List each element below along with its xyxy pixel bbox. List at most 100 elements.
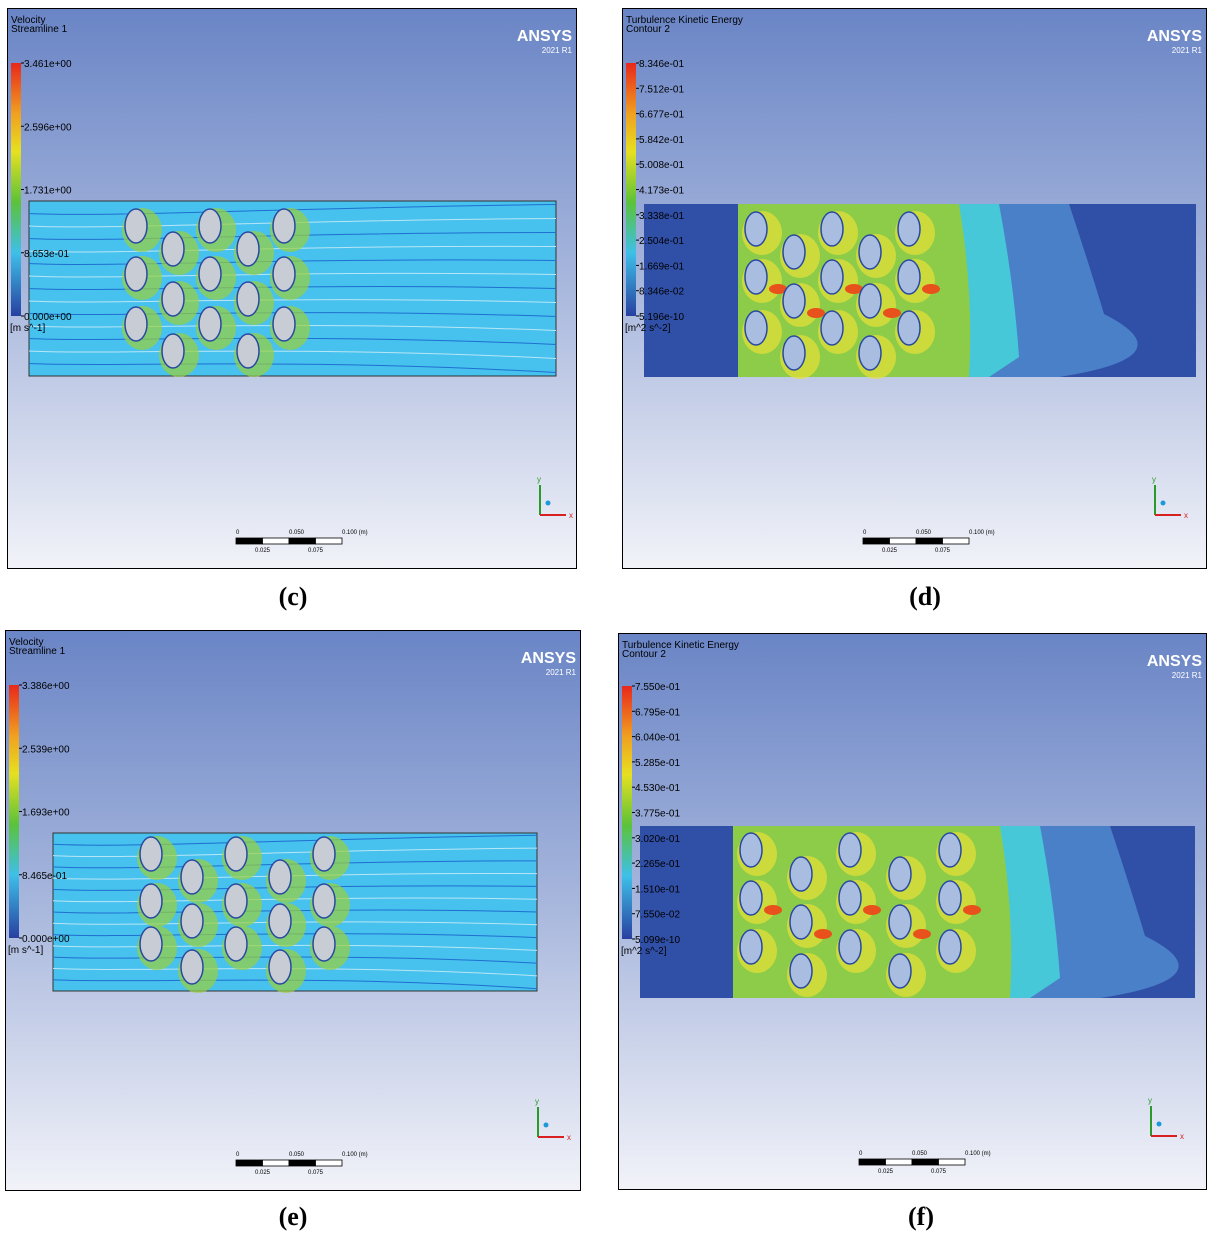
scale-label: 0.025 <box>878 1169 894 1175</box>
legend-subtitle: Contour 2 <box>626 24 670 35</box>
cylinder <box>140 927 162 961</box>
cylinder <box>125 307 147 341</box>
brand: ANSYS <box>521 650 576 667</box>
scale-label: 0.050 <box>912 1151 928 1157</box>
axis-label: y <box>537 475 541 484</box>
scale-label: 0.025 <box>255 548 271 554</box>
scale-segment <box>943 538 970 544</box>
scale-label: 0.075 <box>935 548 951 554</box>
hotspot <box>764 905 782 915</box>
figure: VelocityStreamline 1ANSYS2021 R13.461e+0… <box>0 0 1207 1234</box>
axis-label: x <box>1180 1132 1184 1141</box>
legend-label: 8.346e-02 <box>639 287 684 298</box>
brand: ANSYS <box>1147 28 1202 45</box>
cylinder <box>839 930 861 964</box>
axis-z <box>544 1123 549 1128</box>
cylinder <box>745 212 767 246</box>
cylinder <box>898 212 920 246</box>
caption: (c) <box>279 582 308 612</box>
scale-label: 0.100 (m) <box>965 1151 991 1157</box>
legend-label: 5.008e-01 <box>639 160 684 171</box>
legend-label: 4.530e-01 <box>635 783 680 794</box>
panel: Turbulence Kinetic EnergyContour 2ANSYS2… <box>618 633 1207 1190</box>
scale-label: 0.100 (m) <box>969 530 995 536</box>
cylinder <box>313 927 335 961</box>
cylinder <box>181 904 203 938</box>
legend-subtitle: Streamline 1 <box>11 24 68 35</box>
axis-label: y <box>1148 1096 1152 1105</box>
cylinder <box>859 235 881 269</box>
cylinder <box>199 209 221 243</box>
legend-label: 5.842e-01 <box>639 135 684 146</box>
cylinder <box>740 833 762 867</box>
hotspot <box>963 905 981 915</box>
scale-segment <box>236 538 263 544</box>
cylinder <box>162 282 184 316</box>
legend-unit: [m s^-1] <box>8 945 43 956</box>
cylinder <box>269 904 291 938</box>
cylinder <box>237 282 259 316</box>
caption: (e) <box>279 1202 308 1232</box>
scale-label: 0.075 <box>931 1169 947 1175</box>
cylinder <box>839 833 861 867</box>
scale-label: 0.075 <box>308 548 324 554</box>
cylinder <box>273 209 295 243</box>
version: 2021 R1 <box>1172 671 1203 680</box>
legend-label: 3.386e+00 <box>22 681 70 692</box>
cylinder <box>273 257 295 291</box>
axis-label: x <box>569 511 573 520</box>
cylinder <box>225 927 247 961</box>
cylinder <box>162 232 184 266</box>
cylinder <box>199 307 221 341</box>
flow-domain <box>29 201 556 377</box>
scale-label: 0.100 (m) <box>342 530 368 536</box>
legend-label: 5.285e-01 <box>635 758 680 769</box>
scale-segment <box>316 538 343 544</box>
legend-label: 1.731e+00 <box>24 186 72 197</box>
legend-label: 0.000e+00 <box>24 312 72 323</box>
legend-label: 6.040e-01 <box>635 733 680 744</box>
axis-label: x <box>567 1133 571 1142</box>
version: 2021 R1 <box>546 668 577 677</box>
legend-label: 7.512e-01 <box>639 84 684 95</box>
scale-segment <box>263 1160 290 1166</box>
cylinder <box>889 857 911 891</box>
legend-label: 3.461e+00 <box>24 59 72 70</box>
legend-subtitle: Contour 2 <box>622 649 666 660</box>
scale-segment <box>912 1159 939 1165</box>
legend-label: 6.677e-01 <box>639 110 684 121</box>
cylinder <box>125 209 147 243</box>
scale-segment <box>859 1159 886 1165</box>
legend-unit: [m^2 s^-2] <box>621 946 667 957</box>
axis-label: y <box>535 1097 539 1106</box>
legend-label: 4.173e-01 <box>639 186 684 197</box>
caption: (f) <box>908 1202 934 1232</box>
legend-label: 3.020e-01 <box>635 834 680 845</box>
legend-label: 7.550e-02 <box>635 910 680 921</box>
cylinder <box>237 232 259 266</box>
legend-label: 0.000e+00 <box>22 934 70 945</box>
cylinder <box>181 950 203 984</box>
legend-unit: [m^2 s^-2] <box>625 323 671 334</box>
cylinder <box>273 307 295 341</box>
version: 2021 R1 <box>542 46 573 55</box>
scale-segment <box>289 538 316 544</box>
scale-segment <box>236 1160 263 1166</box>
legend-label: 2.539e+00 <box>22 744 70 755</box>
cylinder <box>225 837 247 871</box>
legend-label: 8.653e-01 <box>24 249 69 260</box>
legend-unit: [m s^-1] <box>10 323 45 334</box>
cylinder <box>939 833 961 867</box>
cylinder <box>839 881 861 915</box>
cylinder <box>140 837 162 871</box>
scale-label: 0.025 <box>882 548 898 554</box>
scale-segment <box>886 1159 913 1165</box>
cylinder <box>740 881 762 915</box>
panel-graphic: VelocityStreamline 1ANSYS2021 R13.461e+0… <box>8 9 577 569</box>
legend-label: 2.596e+00 <box>24 122 72 133</box>
cylinder <box>783 284 805 318</box>
cylinder <box>199 257 221 291</box>
axis-z <box>1161 501 1166 506</box>
